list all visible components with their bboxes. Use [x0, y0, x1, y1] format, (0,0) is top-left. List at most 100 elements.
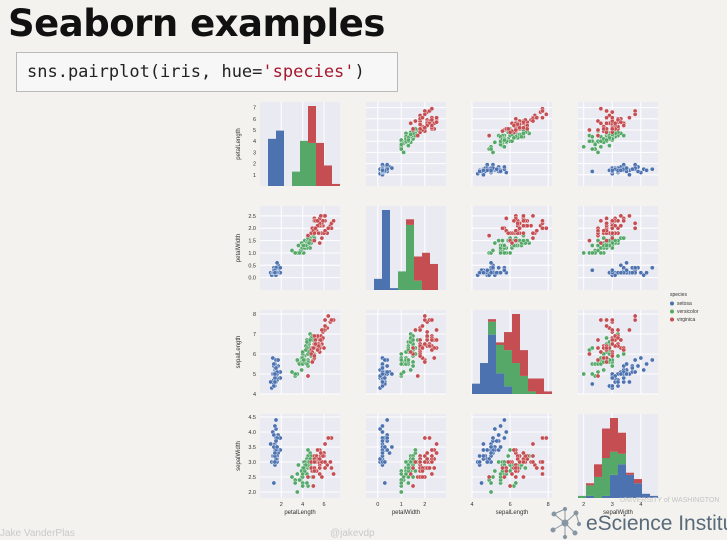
- point-versicolor: [598, 144, 604, 150]
- point-versicolor: [496, 238, 501, 243]
- point-virginica: [322, 323, 328, 329]
- point-setosa: [271, 383, 277, 389]
- point-virginica: [312, 230, 317, 236]
- point-virginica: [632, 313, 638, 319]
- point-setosa: [494, 270, 500, 276]
- point-setosa: [384, 417, 390, 423]
- point-virginica: [502, 474, 507, 480]
- point-versicolor: [589, 243, 595, 248]
- hist-bar-virginica: [512, 314, 520, 364]
- point-virginica: [604, 220, 609, 226]
- point-setosa: [477, 459, 482, 465]
- point-virginica: [627, 213, 632, 219]
- point-setosa: [632, 369, 638, 375]
- point-virginica: [422, 317, 428, 323]
- point-versicolor: [490, 150, 496, 155]
- point-virginica: [434, 327, 439, 333]
- point-virginica: [322, 441, 328, 447]
- y-tick-label: 3.0: [248, 460, 256, 466]
- point-versicolor: [581, 250, 587, 256]
- point-virginica: [601, 126, 607, 132]
- point-versicolor: [295, 489, 300, 495]
- point-virginica: [329, 317, 334, 323]
- point-virginica: [318, 213, 324, 219]
- point-versicolor: [413, 468, 418, 474]
- point-virginica: [312, 238, 317, 243]
- point-versicolor: [604, 137, 609, 143]
- x-tick-label: 2: [423, 502, 426, 508]
- point-virginica: [312, 353, 317, 359]
- point-setosa: [624, 371, 629, 377]
- point-versicolor: [289, 248, 295, 253]
- point-virginica: [587, 351, 592, 357]
- point-virginica: [417, 122, 423, 127]
- point-versicolor: [403, 459, 409, 465]
- point-virginica: [587, 127, 592, 133]
- point-versicolor: [490, 248, 496, 253]
- point-setosa: [382, 375, 388, 381]
- point-virginica: [408, 471, 414, 477]
- point-virginica: [413, 327, 418, 333]
- point-virginica: [322, 459, 328, 465]
- point-virginica: [609, 109, 615, 115]
- point-virginica: [422, 125, 428, 131]
- point-setosa: [615, 383, 621, 389]
- legend-marker-versicolor: [670, 309, 674, 314]
- point-virginica: [543, 112, 549, 117]
- point-virginica: [311, 345, 316, 351]
- point-setosa: [484, 459, 490, 465]
- point-virginica: [427, 465, 432, 471]
- point-versicolor: [498, 250, 503, 256]
- point-virginica: [609, 230, 615, 236]
- point-virginica: [612, 120, 618, 126]
- hist-bar-virginica: [504, 332, 512, 351]
- point-versicolor: [581, 371, 587, 377]
- hist-bar-virginica: [586, 483, 594, 486]
- point-virginica: [427, 343, 432, 349]
- point-versicolor: [307, 337, 313, 343]
- point-virginica: [509, 240, 515, 246]
- point-virginica: [609, 218, 615, 224]
- point-setosa: [502, 435, 507, 441]
- point-virginica: [604, 345, 609, 351]
- point-virginica: [604, 115, 609, 120]
- point-virginica: [521, 119, 526, 125]
- hist-bar-setosa: [650, 495, 658, 498]
- point-setosa: [624, 260, 629, 266]
- x-tick-label: 3: [611, 502, 614, 508]
- point-versicolor: [408, 459, 414, 465]
- point-versicolor: [292, 480, 298, 486]
- point-setosa: [275, 357, 281, 363]
- x-tick-label: 4: [470, 502, 473, 508]
- point-setosa: [496, 432, 501, 438]
- point-setosa: [498, 270, 503, 276]
- point-virginica: [505, 230, 511, 236]
- point-setosa: [382, 357, 388, 363]
- point-virginica: [322, 213, 328, 219]
- hist-bar-setosa: [472, 383, 480, 394]
- point-versicolor: [401, 474, 406, 480]
- point-versicolor: [521, 131, 526, 136]
- point-versicolor: [301, 357, 307, 363]
- point-virginica: [420, 468, 425, 474]
- hist-bar-virginica: [422, 252, 430, 290]
- panel-petalLength-vs-petalWidth: [366, 102, 446, 186]
- point-setosa: [502, 417, 507, 423]
- point-versicolor: [502, 250, 507, 256]
- point-virginica: [410, 126, 416, 132]
- panel-sepalLength-vs-petalWidth: [366, 310, 446, 395]
- point-virginica: [315, 347, 320, 353]
- point-virginica: [598, 218, 604, 224]
- x-tick-label: 6: [322, 502, 325, 508]
- point-setosa: [618, 270, 624, 276]
- hist-bar-virginica: [332, 183, 340, 186]
- point-virginica: [621, 123, 627, 128]
- point-setosa: [477, 270, 482, 276]
- point-virginica: [601, 228, 607, 234]
- point-virginica: [530, 441, 536, 447]
- point-versicolor: [398, 146, 404, 152]
- point-setosa: [638, 355, 644, 361]
- point-versicolor: [401, 150, 406, 155]
- point-virginica: [604, 108, 609, 114]
- point-virginica: [415, 373, 421, 379]
